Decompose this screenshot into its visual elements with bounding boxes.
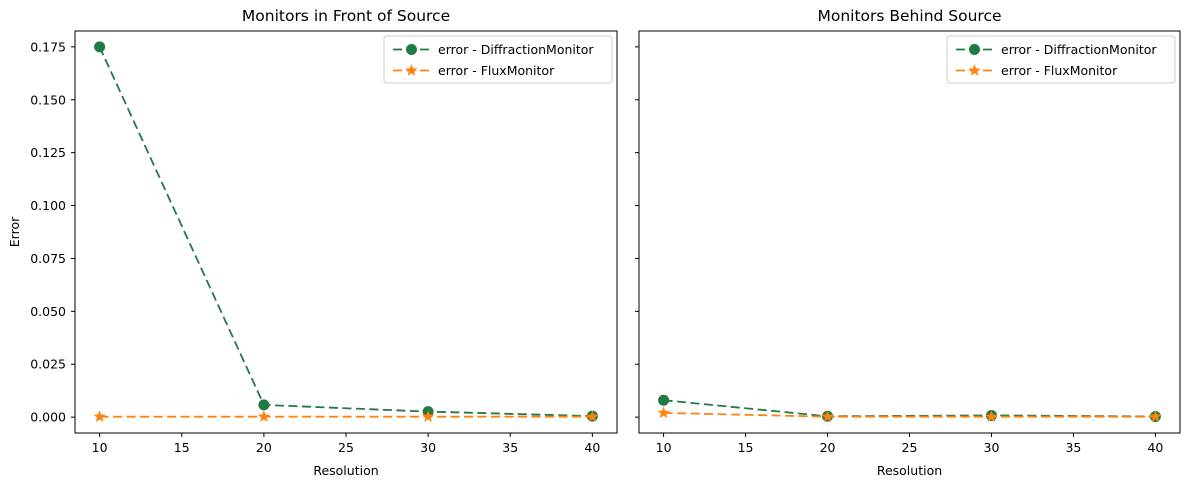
series-line [98, 46, 593, 417]
series-line [663, 412, 1156, 418]
y-tick-label: 0.175 [30, 39, 66, 54]
x-tick-label: 30 [984, 440, 1000, 455]
x-tick-label: 25 [902, 440, 918, 455]
y-tick-label: 0.150 [30, 92, 66, 107]
circle-marker [406, 44, 417, 55]
x-axis-label: Resolution [313, 463, 378, 478]
legend-label: error - DiffractionMonitor [1001, 42, 1157, 57]
circle-marker [94, 41, 106, 53]
x-tick-label: 10 [656, 440, 672, 455]
legend-label: error - FluxMonitor [1001, 63, 1118, 78]
star-marker [421, 410, 435, 422]
x-tick-label: 40 [1147, 440, 1163, 455]
legend-box [383, 35, 613, 84]
y-tick-label: 0.050 [30, 304, 66, 319]
x-tick-label: 10 [92, 440, 108, 455]
star-marker [657, 406, 670, 419]
chart-title: Monitors in Front of Source [242, 7, 450, 25]
axes-panel-1: 10 15 20 25 30 35 40 Monitors Behind Source Reso… [635, 7, 1181, 478]
star-marker [93, 410, 106, 422]
star-marker [586, 410, 599, 422]
circle-marker [658, 394, 670, 406]
x-axis-label: Resolution [877, 463, 942, 478]
x-tick-label: 15 [174, 440, 190, 455]
star-marker [1149, 410, 1162, 422]
axes-spines [74, 30, 618, 434]
x-tick-label: 35 [502, 440, 518, 455]
chart-title: Monitors Behind Source [817, 7, 1001, 25]
star-marker [821, 410, 834, 422]
x-tick-label: 35 [1065, 440, 1081, 455]
y-axis-label: Error [7, 216, 22, 247]
legend-box [946, 35, 1176, 84]
y-tick-label: 0.000 [30, 410, 66, 425]
x-tick-label: 25 [338, 440, 354, 455]
axes-panel-0: 10 15 20 25 30 35 40 0.000 0.025 0.050 0.075 0.100 0… [7, 7, 618, 478]
star-marker [257, 410, 271, 422]
y-tick-label: 0.100 [30, 198, 66, 213]
star-marker [985, 410, 998, 422]
circle-marker [969, 44, 980, 55]
star-marker [968, 64, 981, 76]
x-tick-label: 30 [420, 440, 436, 455]
x-tick-label: 40 [584, 440, 600, 455]
y-tick-label: 0.125 [30, 145, 66, 160]
x-tick-label: 20 [256, 440, 272, 455]
y-tick-label: 0.075 [30, 251, 66, 266]
legend-label: error - FluxMonitor [438, 63, 555, 78]
x-tick-label: 20 [820, 440, 836, 455]
star-marker [405, 64, 418, 76]
x-tick-label: 15 [738, 440, 754, 455]
y-tick-label: 0.025 [30, 357, 66, 372]
axes-spines [638, 30, 1181, 434]
circle-marker [258, 399, 270, 411]
legend-label: error - DiffractionMonitor [438, 42, 594, 57]
